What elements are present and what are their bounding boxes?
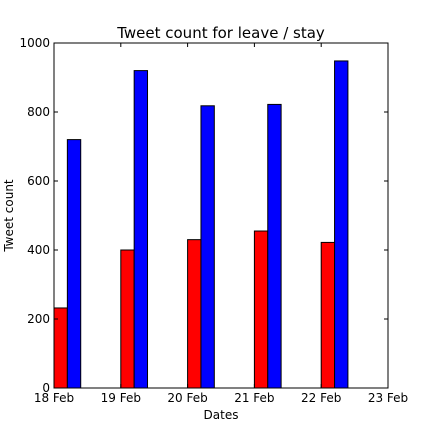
x-tick-label: 18 Feb: [34, 391, 74, 405]
y-tick-label: 400: [27, 243, 50, 257]
y-tick-label: 200: [27, 312, 50, 326]
y-tick-label: 1000: [19, 36, 50, 50]
x-tick-label: 23 Feb: [368, 391, 408, 405]
x-tick-label: 19 Feb: [101, 391, 141, 405]
bar-leave-18-feb: [54, 308, 67, 388]
bar-stay-19-feb: [134, 71, 147, 388]
y-tick-label: 600: [27, 174, 50, 188]
y-axis-label: Tweet count: [2, 179, 16, 253]
bars: [54, 61, 348, 388]
bar-stay-21-feb: [268, 104, 281, 388]
chart-title: Tweet count for leave / stay: [116, 24, 325, 42]
bar-stay-22-feb: [335, 61, 348, 388]
x-tick-label: 21 Feb: [234, 391, 274, 405]
x-tick-label: 20 Feb: [167, 391, 207, 405]
bar-leave-21-feb: [254, 231, 267, 388]
y-tick-label: 800: [27, 105, 50, 119]
bar-stay-20-feb: [201, 106, 214, 388]
x-tick-label: 22 Feb: [301, 391, 341, 405]
bar-leave-19-feb: [121, 250, 134, 388]
bar-stay-18-feb: [67, 140, 80, 388]
x-axis-label: Dates: [204, 408, 239, 422]
bar-leave-22-feb: [321, 242, 334, 388]
bar-leave-20-feb: [188, 240, 201, 388]
